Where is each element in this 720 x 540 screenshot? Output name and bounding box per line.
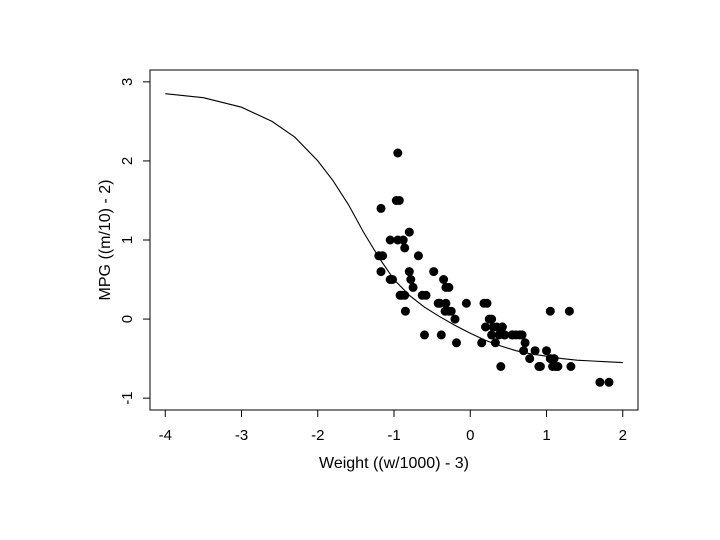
fitted-curve	[165, 93, 623, 364]
data-point	[393, 148, 403, 158]
data-point	[535, 362, 545, 371]
data-point	[566, 362, 576, 371]
data-point	[507, 330, 517, 340]
data-point	[604, 377, 614, 387]
data-point	[378, 251, 388, 261]
data-point	[497, 322, 507, 332]
data-point	[595, 377, 605, 387]
x-tick-label: 2	[619, 427, 627, 444]
data-point	[525, 354, 535, 364]
data-point	[520, 338, 530, 348]
data-point	[400, 290, 410, 300]
fitted-curve-layer	[165, 93, 623, 364]
x-tick-label: -3	[235, 427, 248, 444]
data-point	[530, 346, 540, 356]
data-point	[439, 275, 449, 284]
y-axis: -1 0 1 2 3	[119, 78, 150, 405]
y-axis-title: MPG ((m/10) - 2)	[97, 180, 114, 301]
data-point	[429, 267, 439, 277]
data-point	[477, 338, 487, 348]
data-point	[490, 338, 500, 348]
data-point	[388, 275, 397, 284]
data-point	[549, 354, 559, 364]
data-point	[436, 330, 446, 340]
y-tick-label: 0	[119, 315, 136, 323]
x-tick-label: 0	[466, 427, 474, 444]
data-point	[461, 298, 471, 308]
data-point	[482, 298, 492, 308]
y-tick-label: -1	[119, 391, 136, 404]
x-tick-label: 1	[542, 427, 550, 444]
x-tick-label: -4	[159, 427, 172, 444]
data-point	[500, 330, 510, 340]
data-point	[444, 306, 454, 316]
data-point	[553, 362, 563, 371]
data-point	[481, 322, 490, 332]
data-point	[420, 330, 429, 340]
points-layer	[374, 148, 614, 387]
data-point	[444, 282, 454, 292]
data-point	[406, 275, 416, 284]
data-point	[545, 306, 555, 316]
data-point	[413, 251, 423, 261]
data-point	[376, 203, 386, 213]
data-point	[441, 298, 451, 308]
data-point	[487, 314, 497, 324]
y-tick-label: 1	[119, 236, 136, 244]
x-axis-title: Weight ((w/1000) - 3)	[319, 455, 469, 472]
data-point	[496, 362, 506, 371]
data-point	[404, 227, 414, 237]
data-point	[400, 243, 410, 253]
data-point	[542, 346, 551, 356]
y-tick-label: 2	[119, 157, 136, 165]
data-point	[452, 338, 461, 348]
data-point	[519, 346, 529, 356]
data-point	[404, 267, 414, 277]
data-point	[421, 290, 431, 300]
data-point	[385, 235, 395, 245]
data-point	[394, 196, 404, 205]
data-point	[408, 282, 418, 292]
x-axis: -4 -3 -2 -1 0 1 2	[159, 410, 627, 444]
y-tick-label: 3	[119, 78, 136, 86]
data-point	[517, 330, 527, 340]
data-point	[376, 267, 386, 277]
x-tick-label: -2	[311, 427, 324, 444]
data-point	[487, 330, 497, 340]
x-tick-label: -1	[387, 427, 400, 444]
data-point	[564, 306, 574, 316]
data-point	[450, 314, 460, 324]
data-point	[400, 306, 410, 316]
data-point	[398, 235, 408, 245]
